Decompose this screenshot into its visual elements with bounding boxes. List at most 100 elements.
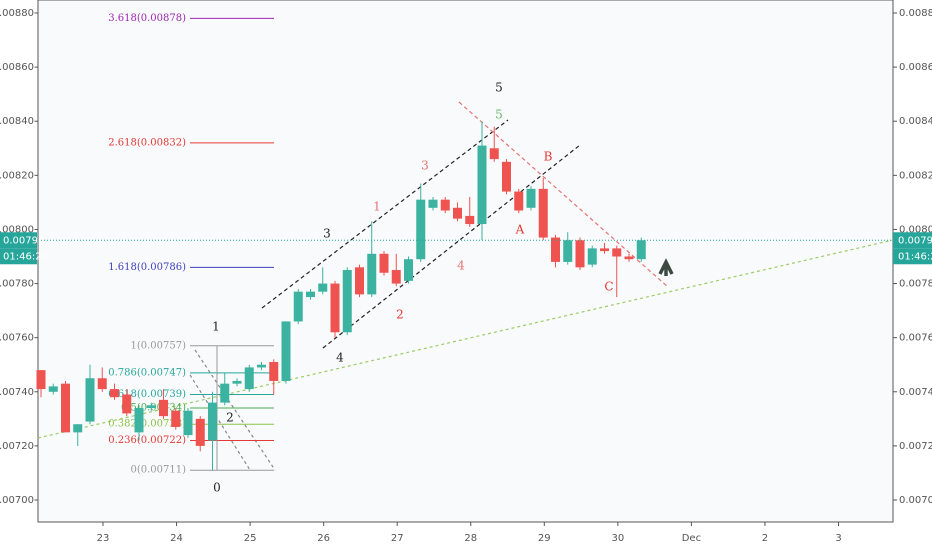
candle-body bbox=[183, 410, 193, 436]
x-tick-label: 26 bbox=[317, 533, 330, 544]
x-tick-label: 25 bbox=[244, 533, 257, 544]
countdown-box bbox=[0, 248, 37, 265]
x-tick-label: 29 bbox=[538, 533, 551, 544]
price-label-box bbox=[893, 232, 932, 249]
arrow-icon bbox=[658, 258, 674, 276]
candle-body bbox=[159, 399, 168, 417]
countdown: 01:46:20 bbox=[898, 251, 932, 262]
wave-label: 1 bbox=[212, 320, 220, 334]
y-tick-label-right: 0.00820 bbox=[899, 170, 932, 181]
x-tick-label: Dec bbox=[682, 533, 701, 544]
y-tick-label-right: 0.00780 bbox=[899, 279, 932, 290]
trend-line bbox=[37, 239, 894, 439]
annotations bbox=[37, 101, 894, 471]
wave-label: 4 bbox=[457, 259, 465, 273]
candle-body bbox=[85, 378, 95, 422]
candle-body bbox=[612, 248, 622, 257]
candle-body bbox=[453, 207, 462, 219]
candle-body bbox=[244, 367, 254, 390]
candle-body bbox=[428, 199, 438, 208]
candle-body bbox=[600, 248, 609, 252]
candle-body bbox=[355, 267, 364, 295]
candle-body bbox=[538, 188, 548, 238]
candle-body bbox=[575, 240, 585, 268]
y-tick-label-right: 0.00860 bbox=[899, 62, 932, 73]
candle-body bbox=[587, 248, 597, 265]
wave-label: 1 bbox=[373, 200, 381, 214]
x-tick-label: 3 bbox=[835, 533, 841, 544]
candle-body bbox=[477, 145, 487, 225]
candle-body bbox=[269, 362, 279, 381]
y-tick-label-right: 0.00740 bbox=[899, 387, 932, 398]
fib-label: 2.618(0.00832) bbox=[108, 137, 186, 148]
fib-label: 0(0.00711) bbox=[130, 465, 186, 476]
candle-body bbox=[465, 215, 475, 225]
price-label: 0.00796 bbox=[3, 235, 44, 246]
fib-label: 0.236(0.00722) bbox=[108, 435, 186, 446]
channel-line bbox=[322, 144, 581, 349]
wave-label: 0 bbox=[213, 481, 221, 495]
candle-body bbox=[48, 386, 58, 392]
x-tick-label: 28 bbox=[464, 533, 477, 544]
y-tick-label-left: 0.00820 bbox=[0, 170, 34, 181]
candle-body bbox=[208, 402, 217, 441]
candle-body bbox=[391, 270, 401, 284]
wave-label: A bbox=[515, 223, 525, 237]
wave-label: B bbox=[544, 150, 553, 164]
candle-body bbox=[195, 418, 205, 446]
candle-body bbox=[73, 424, 83, 433]
x-tick-label: 24 bbox=[170, 533, 183, 544]
candle-body bbox=[440, 199, 450, 211]
wave-label: 4 bbox=[336, 351, 344, 365]
candle-body bbox=[146, 405, 156, 409]
fib-label: 1(0.00757) bbox=[130, 340, 186, 351]
y-tick-label-left: 0.00840 bbox=[0, 116, 34, 127]
wave-label: 5 bbox=[495, 81, 503, 95]
candle-body bbox=[171, 410, 181, 427]
candle-body bbox=[342, 270, 352, 333]
y-tick-label-left: 0.00740 bbox=[0, 387, 34, 398]
correction-line bbox=[458, 101, 669, 288]
candle-body bbox=[306, 291, 315, 298]
helper-line bbox=[189, 374, 251, 471]
wave-label: C bbox=[604, 280, 613, 294]
wave-label: 2 bbox=[226, 411, 234, 425]
candle-body bbox=[36, 370, 46, 390]
candle-body bbox=[404, 259, 413, 281]
channel-line bbox=[261, 119, 509, 309]
candle-body bbox=[563, 240, 573, 262]
x-tick-label: 30 bbox=[611, 533, 624, 544]
candle-body bbox=[379, 253, 389, 273]
x-tick-label: 27 bbox=[391, 533, 404, 544]
y-tick-label-left: 0.00800 bbox=[0, 224, 34, 235]
y-tick-label-right: 0.00700 bbox=[899, 495, 932, 506]
candle-body bbox=[416, 199, 426, 260]
candle-body bbox=[232, 380, 242, 384]
fib-label: 0.382(0.00728) bbox=[108, 419, 186, 430]
fib-label: 1.618(0.00786) bbox=[108, 262, 186, 273]
candle-body bbox=[257, 364, 266, 368]
helper-line bbox=[194, 349, 276, 471]
y-tick-label-left: 0.00760 bbox=[0, 333, 34, 344]
candle-body bbox=[220, 383, 230, 403]
y-tick-label-left: 0.00700 bbox=[0, 495, 34, 506]
candle-body bbox=[122, 394, 132, 414]
countdown: 01:46:20 bbox=[3, 251, 48, 262]
y-tick-label-right: 0.00720 bbox=[899, 441, 932, 452]
y-tick-label-right: 0.00840 bbox=[899, 116, 932, 127]
candle-body bbox=[514, 191, 524, 211]
candle-body bbox=[97, 378, 107, 390]
candle-body bbox=[330, 283, 340, 333]
candle-body bbox=[110, 389, 119, 398]
candle-body bbox=[551, 237, 560, 262]
candle-body bbox=[61, 383, 70, 433]
candle-body bbox=[526, 188, 536, 208]
price-label: 0.00796 bbox=[898, 235, 932, 246]
wave-label: 3 bbox=[323, 227, 331, 241]
x-tick-label: 23 bbox=[97, 533, 110, 544]
fib-label: 0.618(0.00739) bbox=[108, 389, 186, 400]
y-tick-label-left: 0.00880 bbox=[0, 8, 34, 19]
candle-body bbox=[281, 321, 291, 381]
candle-body bbox=[624, 256, 634, 260]
